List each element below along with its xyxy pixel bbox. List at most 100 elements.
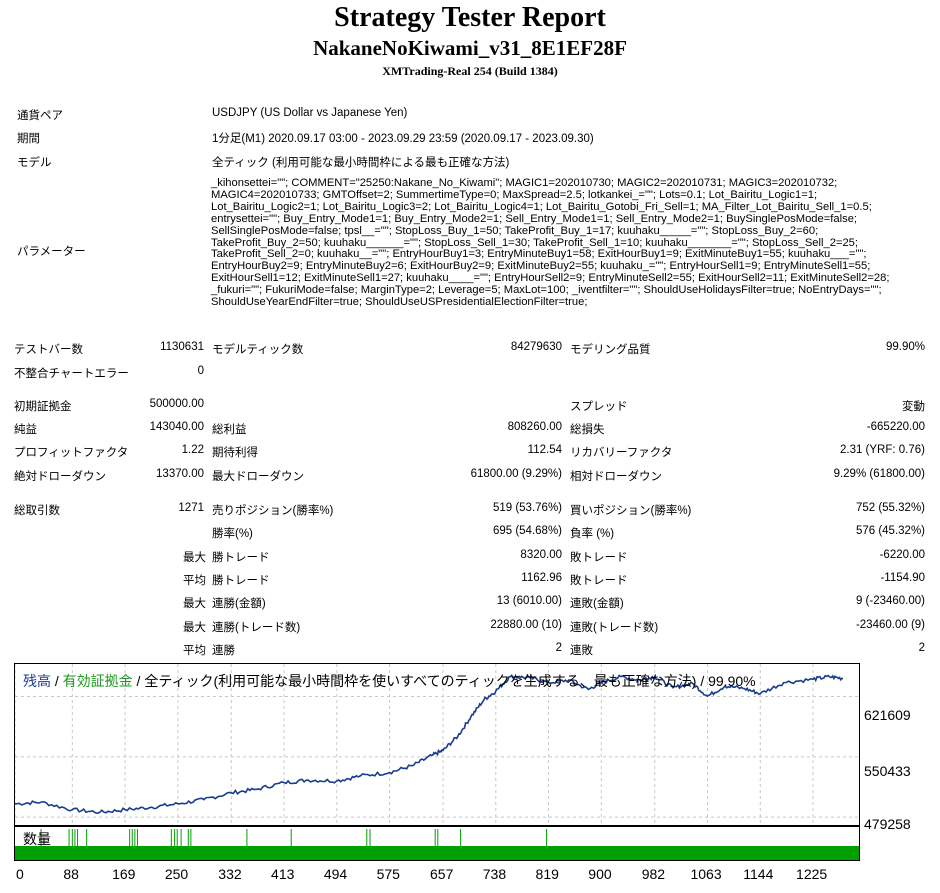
- avg-cons-win-value: 2: [555, 642, 562, 654]
- avg-prefix-2: 平均: [183, 645, 206, 657]
- x-tick-label: 575: [376, 866, 400, 882]
- x-tick-label: 900: [588, 866, 612, 882]
- volume-bar: [15, 846, 859, 860]
- trades-label: 総取引数: [14, 505, 60, 517]
- avg-loss-value: -1154.90: [880, 572, 925, 584]
- pair-label: 通貨ペア: [17, 110, 63, 122]
- x-tick-label: 169: [112, 866, 136, 882]
- balance-graph-svg: [14, 664, 859, 825]
- quality-label: モデリング品質: [570, 344, 651, 356]
- short-label: 売りポジション(勝率%): [212, 505, 334, 517]
- model-value: 全ティック (利用可能な最小時間枠による最も正確な方法): [212, 157, 510, 169]
- period-label: 期間: [17, 133, 40, 145]
- lossrate-label: 負率 (%): [570, 528, 615, 540]
- x-tick-label: 413: [271, 866, 295, 882]
- pair-value: USDJPY (US Dollar vs Japanese Yen): [212, 107, 408, 119]
- x-tick-label: 738: [482, 866, 507, 882]
- expected-value: 112.54: [527, 444, 562, 456]
- long-value: 752 (55.32%): [855, 502, 925, 514]
- legend-rest: / 全ティック(利用可能な最小時間枠を使いすべてのティックを生成する、最も正確な…: [132, 673, 756, 689]
- params-label: パラメーター: [17, 246, 86, 258]
- period-value: 1分足(M1) 2020.09.17 03:00 - 2023.09.29 23…: [212, 133, 594, 145]
- deposit-value: 500000.00: [149, 398, 204, 410]
- rel-dd-value: 9.29% (61800.00): [833, 468, 925, 480]
- largest-loss-label: 敗トレード: [570, 552, 628, 564]
- max-cons-profit-label: 連勝(トレード数): [212, 622, 301, 634]
- gross-loss-label: 総損失: [570, 424, 605, 436]
- spread-value: 変動: [902, 401, 925, 413]
- ticks-value: 84279630: [510, 341, 562, 353]
- avg-win-label: 勝トレード: [212, 575, 270, 587]
- deposit-label: 初期証拠金: [14, 401, 72, 413]
- recovery-label: リカバリーファクタ: [570, 447, 673, 459]
- x-tick-label: 1063: [690, 866, 722, 882]
- ticks-label: モデルティック数: [212, 344, 304, 356]
- x-tick-label: 657: [430, 866, 454, 882]
- winrate-label: 勝率(%): [212, 528, 253, 540]
- max-cons-loss-label: 連敗(金額): [570, 598, 624, 610]
- trades-value: 1271: [178, 502, 204, 514]
- largest-loss-value: -6220.00: [879, 549, 925, 561]
- volume-strip: 数量: [14, 826, 860, 861]
- x-tick-label: 88: [63, 866, 79, 882]
- max-cons-lossamt-value: -23460.00 (9): [855, 619, 925, 631]
- recovery-value: 2.31 (YRF: 0.76): [839, 444, 925, 456]
- spread-label: スプレッド: [570, 401, 628, 413]
- max-prefix-1: 最大: [183, 552, 206, 564]
- largest-win-value: 8320.00: [520, 549, 562, 561]
- quality-value: 99.90%: [885, 341, 925, 353]
- avg-loss-label: 敗トレード: [570, 575, 628, 587]
- max-cons-lossamt-label: 連敗(トレード数): [570, 622, 659, 634]
- short-value: 519 (53.76%): [492, 502, 562, 514]
- x-tick-label: 1225: [796, 866, 828, 882]
- expected-label: 期待利得: [212, 447, 258, 459]
- x-tick-label: 332: [218, 866, 242, 882]
- x-tick-label: 250: [164, 866, 189, 882]
- expert-name: NakaneNoKiwami_v31_8E1EF28F: [313, 36, 627, 60]
- lossrate-value: 576 (45.32%): [855, 525, 925, 537]
- model-label: モデル: [17, 157, 52, 169]
- pf-label: プロフィットファクタ: [14, 447, 129, 459]
- max-cons-profit-value: 22880.00 (10): [490, 619, 562, 631]
- volume-label: 数量: [23, 831, 51, 847]
- x-tick-label: 494: [323, 866, 348, 882]
- broker-info: XMTrading-Real 254 (Build 1384): [382, 64, 558, 78]
- mismatch-label: 不整合チャートエラー: [14, 368, 129, 380]
- abs-dd-value: 13370.00: [156, 468, 204, 480]
- winrate-value: 695 (54.68%): [492, 525, 562, 537]
- volume-svg: [15, 829, 859, 860]
- avg-cons-loss-value: 2: [918, 642, 925, 654]
- net-value: 143040.00: [149, 421, 204, 433]
- x-tick-label: 819: [535, 866, 559, 882]
- gross-loss-value: -665220.00: [866, 421, 925, 433]
- largest-win-label: 勝トレード: [212, 552, 270, 564]
- y-tick-label: 550433: [864, 763, 911, 779]
- avg-cons-win-label: 連勝: [212, 645, 235, 657]
- max-cons-win-value: 13 (6010.00): [496, 595, 562, 607]
- pf-value: 1.22: [181, 444, 204, 456]
- graph-legend: 残高 / 有効証拠金 / 全ティック(利用可能な最小時間枠を使いすべてのティック…: [23, 671, 756, 691]
- avg-prefix-1: 平均: [183, 575, 206, 587]
- max-prefix-3: 最大: [183, 622, 206, 634]
- long-label: 買いポジション(勝率%): [570, 505, 692, 517]
- x-tick-label: 982: [641, 866, 666, 882]
- legend-equity: 有効証拠金: [62, 673, 133, 689]
- x-tick-label: 1144: [743, 866, 774, 882]
- net-label: 純益: [14, 424, 37, 436]
- avg-cons-loss-label: 連敗: [570, 645, 593, 657]
- bars-value: 1130631: [160, 341, 204, 353]
- abs-dd-label: 絶対ドローダウン: [14, 471, 106, 483]
- max-dd-label: 最大ドローダウン: [212, 471, 304, 483]
- bars-label: テストバー数: [14, 344, 83, 356]
- max-dd-value: 61800.00 (9.29%): [470, 468, 562, 480]
- x-tick-label: 0: [16, 866, 24, 882]
- rel-dd-label: 相対ドローダウン: [570, 471, 662, 483]
- params-value: _kihonsettei=""; COMMENT="25250:Nakane_N…: [211, 177, 890, 309]
- balance-line: [14, 674, 843, 815]
- max-cons-loss-value: 9 (-23460.00): [855, 595, 925, 607]
- mismatch-value: 0: [197, 365, 204, 377]
- balance-graph: 残高 / 有効証拠金 / 全ティック(利用可能な最小時間枠を使いすべてのティック…: [14, 663, 860, 826]
- gross-profit-value: 808260.00: [507, 421, 562, 433]
- max-prefix-2: 最大: [183, 598, 206, 610]
- y-tick-label: 479258: [864, 816, 911, 832]
